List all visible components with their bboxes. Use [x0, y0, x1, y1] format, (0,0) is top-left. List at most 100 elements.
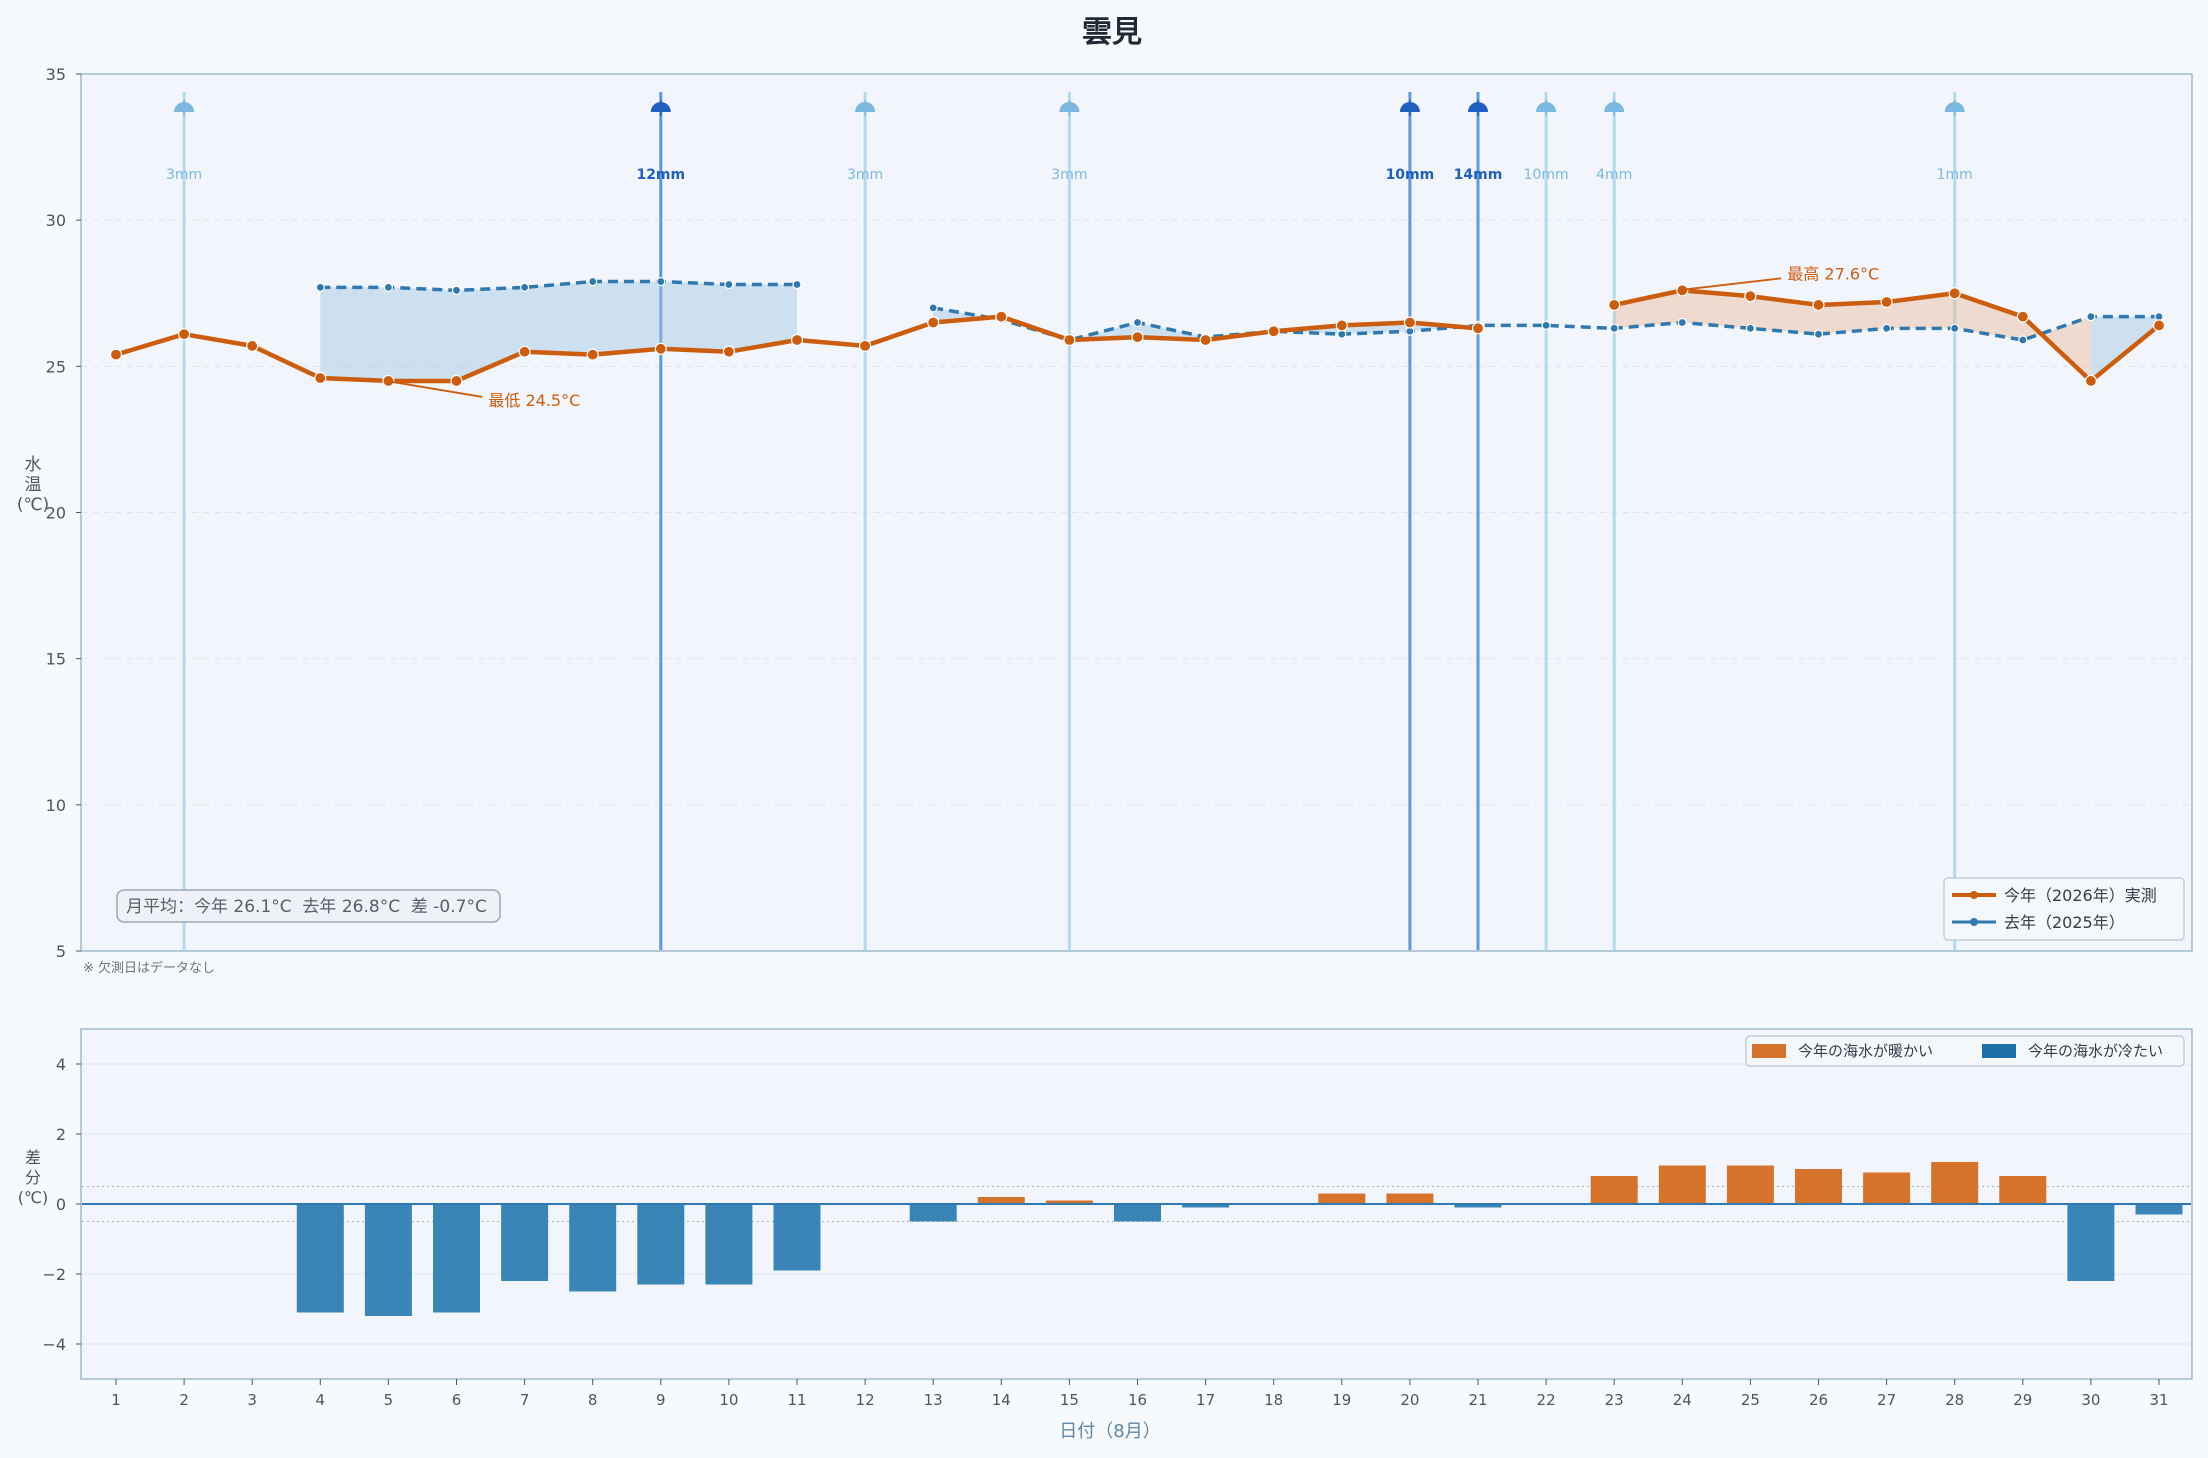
- difference-bar: [2067, 1204, 2115, 1281]
- date-x-tick-label: 3: [247, 1391, 257, 1409]
- this-year-point: [858, 339, 872, 352]
- difference-bar: [501, 1204, 549, 1281]
- this-year-point: [314, 371, 327, 385]
- date-x-tick-label: 7: [520, 1391, 530, 1409]
- last-year-point: [2086, 312, 2096, 322]
- rain-amount-label: 10mm: [1524, 167, 1569, 183]
- last-year-point: [1950, 323, 1960, 333]
- date-x-tick-label: 10: [719, 1391, 738, 1409]
- rain-amount-label: 3mm: [166, 167, 202, 183]
- last-year-point: [1541, 320, 1551, 331]
- rain-amount-label: 1mm: [1937, 167, 1973, 183]
- legend-this-year: 今年（2026年）実測: [2004, 886, 2157, 905]
- date-x-tick-label: 5: [384, 1391, 394, 1409]
- rain-amount-label: 4mm: [1596, 167, 1632, 183]
- date-x-tick-label: 23: [1605, 1391, 1624, 1409]
- difference-bar: [1182, 1204, 1230, 1208]
- date-x-ticks: 1 2 3 4 5 6 7 8 9 10 11 12 13 14 15 16 17 18 19 20 21 22 23 24 2…: [111, 1379, 2169, 1409]
- date-x-tick-label: 4: [316, 1391, 326, 1409]
- difference-bar: [1658, 1165, 1706, 1204]
- this-year-point: [1403, 316, 1417, 329]
- this-year-point: [1471, 322, 1485, 335]
- date-x-tick-label: 25: [1741, 1391, 1760, 1409]
- difference-bar: [364, 1204, 412, 1316]
- last-year-point: [1677, 317, 1687, 328]
- annotation-arrow: [392, 381, 483, 398]
- last-year-point: [451, 285, 462, 295]
- date-x-tick-label: 11: [787, 1391, 806, 1409]
- last-year-point: [1881, 323, 1892, 333]
- date-x-tick-label: 9: [656, 1391, 666, 1409]
- difference-bar: [296, 1204, 344, 1313]
- date-x-tick-label: 24: [1673, 1391, 1692, 1409]
- temperature-y-label: 水温(℃): [17, 455, 49, 515]
- last-year-point: [1813, 329, 1824, 339]
- this-year-point: [790, 333, 804, 347]
- difference-bar: [1999, 1176, 2047, 1204]
- difference-bar: [433, 1204, 480, 1313]
- last-year-point: [588, 276, 598, 287]
- date-x-tick-label: 2: [179, 1391, 189, 1409]
- date-x-tick-label: 30: [2081, 1391, 2100, 1409]
- this-year-point: [1812, 298, 1825, 312]
- difference-bar: [1045, 1200, 1093, 1204]
- difference-bar: [1386, 1193, 1434, 1204]
- last-year-point: [792, 279, 802, 290]
- this-year-point: [1948, 287, 1961, 300]
- difference-bar: [2135, 1204, 2183, 1215]
- date-x-tick-label: 29: [2013, 1391, 2032, 1409]
- last-year-point: [1609, 323, 1619, 333]
- date-x-tick-label: 19: [1332, 1391, 1351, 1409]
- rain-amount-label: 3mm: [1051, 167, 1087, 183]
- annotation-label: 最高 27.6°C: [1787, 264, 1879, 283]
- this-year-point: [382, 374, 395, 388]
- date-x-tick-label: 27: [1877, 1391, 1896, 1409]
- last-year-point: [2018, 335, 2028, 345]
- last-year-point: [656, 276, 666, 287]
- date-x-tick-label: 14: [992, 1391, 1011, 1409]
- last-year-point: [928, 303, 938, 313]
- this-year-point: [1744, 290, 1757, 303]
- rain-amount-label: 3mm: [847, 167, 883, 183]
- cold-fill: [1001, 316, 1478, 341]
- date-x-tick-label: 12: [856, 1391, 875, 1409]
- date-x-tick-label: 26: [1809, 1391, 1828, 1409]
- temperature-y-tick-label: 5: [56, 942, 66, 961]
- this-year-point: [927, 316, 940, 329]
- difference-bar: [1454, 1204, 1502, 1208]
- date-x-tick-label: 28: [1945, 1391, 1964, 1409]
- date-x-tick-label: 22: [1537, 1391, 1556, 1409]
- legend-last-year: 去年（2025年）: [2004, 913, 2125, 932]
- last-year-point: [519, 282, 530, 293]
- date-x-tick-label: 16: [1128, 1391, 1147, 1409]
- difference-y-tick-label: 4: [56, 1055, 66, 1074]
- date-x-label: 日付（8月）: [1059, 1421, 1160, 1442]
- this-year-point: [1131, 331, 1144, 344]
- this-year-point: [2084, 374, 2097, 388]
- difference-y-label: 差分(℃): [18, 1148, 48, 1207]
- temperature-y-tick-label: 25: [46, 357, 66, 376]
- difference-y-tick-label: 0: [56, 1195, 66, 1214]
- last-year-point: [1132, 317, 1143, 328]
- this-year-point: [2152, 319, 2166, 332]
- difference-bar: [909, 1204, 957, 1222]
- difference-bar: [1795, 1169, 1842, 1204]
- this-year-point: [246, 339, 259, 352]
- temperature-y-tick-label: 20: [46, 504, 66, 523]
- difference-y-tick-label: −4: [42, 1335, 66, 1354]
- last-year-point: [724, 279, 734, 290]
- temperature-y-tick-label: 15: [46, 650, 66, 669]
- this-year-point: [1335, 319, 1348, 332]
- difference-legend: 今年の海水が暖かい 今年の海水が冷たい: [1745, 1035, 2185, 1067]
- temperature-y-ticks: 5 10 15 20 25 30 35: [46, 65, 81, 961]
- date-x-tick-label: 1: [111, 1391, 121, 1409]
- monthly-summary-text: 月平均：今年 26.1°C 去年 26.8°C 差 -0.7°C: [126, 897, 487, 917]
- this-year-point: [586, 348, 599, 361]
- difference-y-tick-label: −2: [42, 1265, 66, 1284]
- temperature-plot-area: [80, 73, 2193, 952]
- this-year-point: [2016, 310, 2029, 323]
- difference-bar: [637, 1204, 685, 1285]
- temperature-lines: [109, 276, 2166, 388]
- difference-bar: [1931, 1162, 1979, 1204]
- this-year-point: [109, 348, 123, 361]
